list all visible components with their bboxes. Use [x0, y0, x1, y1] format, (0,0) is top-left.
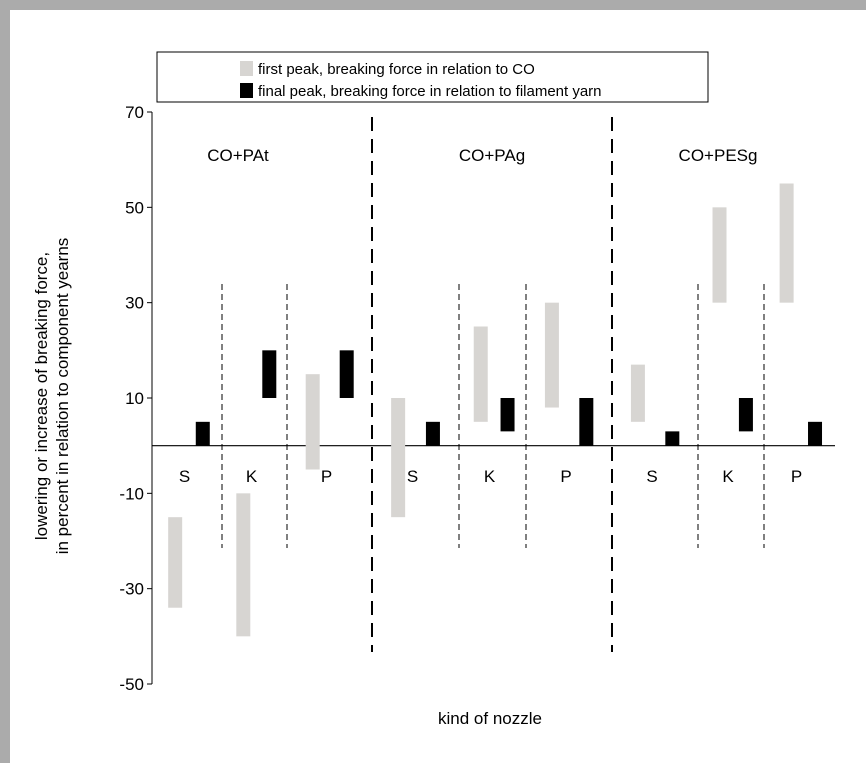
bar-first-peak — [779, 183, 794, 303]
bar-first-peak — [168, 517, 183, 608]
y-tick-label: 70 — [125, 103, 144, 122]
bar-first-peak — [630, 364, 645, 422]
bar-final-peak — [425, 421, 440, 446]
y-tick-label: 10 — [125, 389, 144, 408]
bar-final-peak — [579, 398, 594, 446]
bar-final-peak — [339, 350, 354, 398]
bar-first-peak — [305, 374, 320, 470]
y-tick-label: -50 — [119, 675, 144, 694]
bar-final-peak — [738, 398, 753, 432]
nozzle-label: P — [560, 467, 571, 486]
bar-final-peak — [808, 421, 823, 446]
bar-first-peak — [473, 326, 488, 422]
group-title: CO+PAt — [207, 146, 269, 165]
nozzle-label: S — [407, 467, 418, 486]
legend-label-first-peak: first peak, breaking force in relation t… — [258, 61, 535, 78]
y-tick-label: 30 — [125, 294, 144, 313]
bar-first-peak — [391, 398, 406, 518]
nozzle-label: K — [722, 467, 734, 486]
y-axis-title-line-2: in percent in relation to component year… — [53, 238, 72, 555]
y-tick-label: -10 — [119, 484, 144, 503]
legend: first peak, breaking force in relation t… — [156, 51, 709, 103]
y-axis-title-line-1: lowering or increase of breaking force, — [32, 252, 51, 540]
y-tick-label: 50 — [125, 198, 144, 217]
bar-final-peak — [500, 398, 515, 432]
plot-area: 70 50 30 10 -10 -30 -50 CO+PAt S K P CO+PAg S K P CO+PE… — [119, 103, 835, 694]
nozzle-label: S — [179, 467, 190, 486]
legend-swatch-final-peak — [240, 83, 253, 98]
nozzle-label: S — [646, 467, 657, 486]
bar-first-peak — [236, 493, 251, 637]
legend-label-final-peak: final peak, breaking force in relation t… — [258, 83, 602, 100]
y-tick-label: -30 — [119, 580, 144, 599]
legend-swatch-first-peak — [240, 61, 253, 76]
bar-first-peak — [544, 302, 559, 408]
group-title: CO+PAg — [459, 146, 525, 165]
nozzle-label: P — [791, 467, 802, 486]
group-title: CO+PESg — [679, 146, 758, 165]
bar-final-peak — [195, 421, 210, 446]
x-axis-title: kind of nozzle — [438, 709, 542, 728]
nozzle-label: K — [246, 467, 258, 486]
bar-first-peak — [712, 207, 727, 303]
nozzle-label: P — [321, 467, 332, 486]
bar-final-peak — [665, 431, 680, 446]
bar-final-peak — [262, 350, 277, 398]
nozzle-label: K — [484, 467, 496, 486]
